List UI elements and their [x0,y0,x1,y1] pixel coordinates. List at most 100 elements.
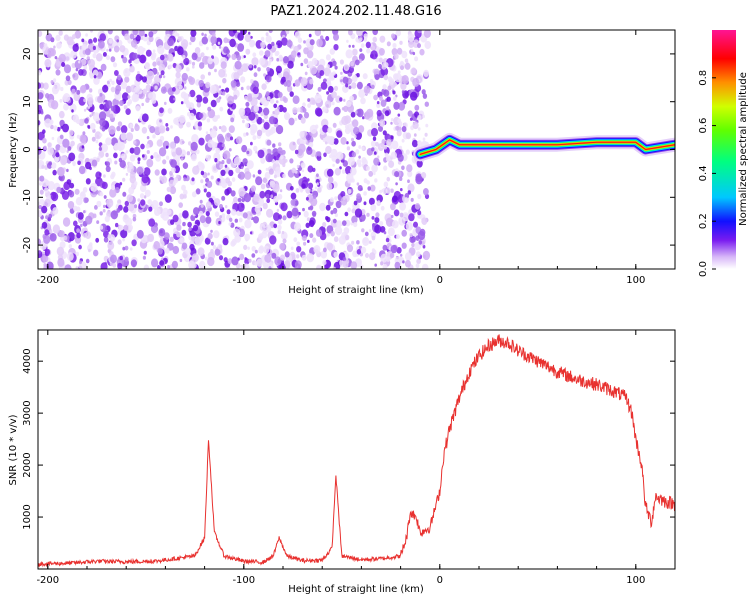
noise-blob [143,250,147,255]
noise-blob [410,91,418,101]
noise-blob [91,136,96,142]
noise-blob [233,228,241,238]
noise-blob [380,205,385,211]
noise-blob [307,165,314,173]
noise-blob [117,262,123,269]
noise-blob [231,53,237,60]
noise-blob [244,219,252,229]
noise-blob [199,260,206,269]
noise-blob [297,52,301,56]
noise-blob [132,30,139,36]
noise-blob [267,43,272,50]
noise-blob [296,164,300,168]
noise-blob [85,231,92,239]
noise-blob [72,114,80,123]
noise-blob [148,35,154,43]
noise-blob [377,200,381,205]
noise-blob [333,106,341,116]
noise-blob [404,252,412,261]
noise-blob [366,180,370,185]
noise-blob [201,165,205,169]
noise-blob [238,187,246,197]
noise-blob [109,78,112,83]
noise-blob [117,121,123,127]
noise-blob [294,31,301,39]
noise-blob [92,53,97,59]
noise-blob [363,33,368,39]
noise-blob [215,147,221,154]
noise-blob [160,237,164,242]
noise-blob [293,237,298,243]
noise-blob [54,157,59,163]
noise-blob [317,187,322,193]
noise-blob [129,154,136,162]
noise-blob [347,156,355,166]
noise-blob [38,92,44,100]
noise-blob [135,73,142,82]
noise-blob [244,257,247,261]
noise-blob [250,129,256,136]
noise-blob [383,165,388,171]
noise-blob [351,82,357,89]
noise-blob [169,236,174,242]
noise-blob [231,177,236,182]
noise-blob [58,30,63,36]
noise-blob [150,155,154,160]
noise-blob [56,126,61,132]
snr-panel: -200 -100 0 100 1000 2000 3000 4000 Height of s… [8,329,676,595]
noise-blob [404,192,410,199]
noise-blob [399,202,406,211]
noise-blob [342,256,347,262]
noise-blob [296,241,301,247]
noise-blob [390,244,398,254]
noise-blob [74,188,80,195]
noise-blob [275,40,283,49]
noise-blob [320,81,328,90]
noise-blob [179,237,185,244]
colorbar-ticks: 0.0 0.2 0.4 0.6 0.8 [698,70,716,277]
noise-blob [314,107,323,117]
noise-blob [185,247,191,255]
noise-blob [109,113,114,119]
noise-blob [198,79,204,87]
noise-blob [197,247,205,256]
noise-blob [137,160,141,165]
noise-blob [120,125,128,134]
noise-blob [124,33,130,41]
noise-blob [285,30,290,35]
noise-blob [390,118,394,122]
noise-blob [87,125,91,129]
noise-blob [250,141,253,146]
noise-blob [58,53,66,63]
noise-blob [262,107,270,116]
noise-blob [278,104,284,113]
noise-blob [315,173,319,178]
noise-blob [302,107,307,113]
noise-blob [373,157,380,166]
noise-blob [293,222,302,232]
noise-blob [289,91,294,97]
noise-blob [125,85,132,94]
noise-blob [302,102,306,107]
noise-blob [308,141,314,148]
noise-blob [164,101,167,105]
noise-blob [268,266,272,269]
noise-blob [120,81,127,90]
noise-blob [178,122,184,129]
noise-blob [216,114,220,119]
noise-blob [50,100,59,110]
noise-blob [238,107,246,117]
noise-blob [306,253,314,263]
noise-blob [167,53,173,60]
noise-blob [370,140,377,147]
noise-blob [352,119,359,128]
noise-blob [119,100,124,106]
noise-blob [111,80,115,86]
noise-blob [47,181,55,191]
noise-blob [421,263,429,269]
noise-blob [157,45,165,55]
noise-blob [363,85,371,94]
noise-blob [43,43,48,48]
noise-blob [63,103,69,111]
noise-blob [393,81,398,87]
